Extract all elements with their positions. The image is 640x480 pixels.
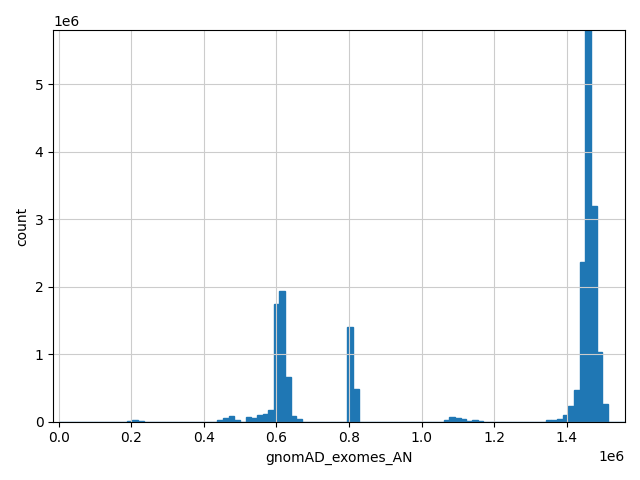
- Bar: [557, 419, 563, 422]
- Bar: [246, 417, 251, 422]
- Bar: [251, 418, 257, 422]
- Bar: [552, 420, 557, 422]
- Bar: [455, 418, 461, 422]
- Bar: [563, 415, 568, 422]
- Bar: [444, 420, 449, 422]
- Bar: [257, 415, 262, 422]
- Y-axis label: count: count: [15, 206, 29, 245]
- Bar: [291, 416, 296, 422]
- Bar: [285, 377, 291, 422]
- Bar: [348, 327, 353, 422]
- Bar: [461, 420, 467, 422]
- Bar: [449, 418, 455, 422]
- Bar: [568, 406, 574, 422]
- Bar: [353, 389, 359, 422]
- Bar: [132, 420, 138, 422]
- Bar: [268, 410, 274, 422]
- Bar: [602, 404, 608, 422]
- Bar: [223, 419, 228, 422]
- Bar: [591, 206, 596, 422]
- Bar: [138, 421, 143, 422]
- Bar: [574, 390, 580, 422]
- Bar: [296, 419, 302, 422]
- Bar: [280, 290, 285, 422]
- X-axis label: gnomAD_exomes_AN: gnomAD_exomes_AN: [266, 451, 413, 465]
- Bar: [467, 421, 472, 422]
- Bar: [586, 0, 591, 422]
- Bar: [262, 414, 268, 422]
- Bar: [274, 304, 280, 422]
- Bar: [580, 262, 586, 422]
- Bar: [127, 421, 132, 422]
- Bar: [217, 420, 223, 422]
- Bar: [234, 420, 240, 422]
- Bar: [546, 420, 552, 422]
- Bar: [472, 420, 477, 422]
- Bar: [596, 352, 602, 422]
- Bar: [228, 416, 234, 422]
